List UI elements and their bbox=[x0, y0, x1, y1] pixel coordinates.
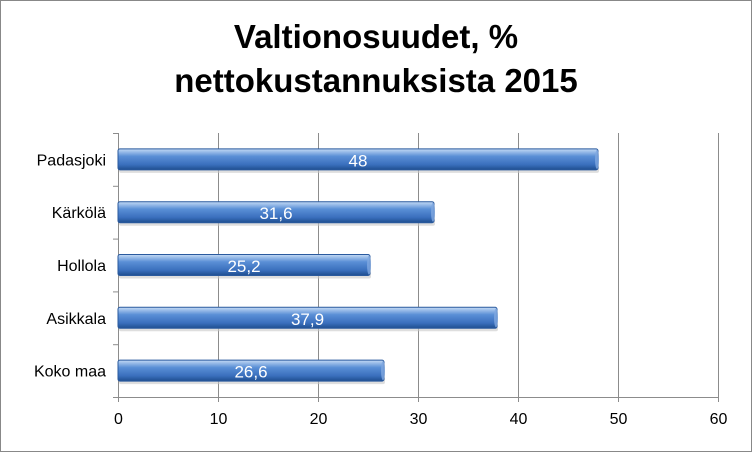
x-tick-label: 30 bbox=[410, 411, 428, 428]
data-label: 37,9 bbox=[291, 310, 324, 329]
labels: 0 10 20 30 40 50 60 Padasjoki 48 Kärkölä 31,6 Hollo… bbox=[34, 151, 728, 428]
category-label: Padasjoki bbox=[37, 152, 106, 169]
bars bbox=[117, 148, 599, 385]
x-tick-label: 40 bbox=[510, 411, 528, 428]
category-label: Koko maa bbox=[34, 364, 106, 381]
x-tick-label: 0 bbox=[114, 411, 123, 428]
chart-title: Valtionosuudet, % nettokustannuksista 20… bbox=[1, 15, 751, 103]
x-tick-label: 20 bbox=[310, 411, 328, 428]
chart-title-line-1: Valtionosuudet, % bbox=[233, 18, 519, 55]
x-tick-label: 50 bbox=[610, 411, 628, 428]
x-tick-label: 10 bbox=[210, 411, 228, 428]
bar-end-cap bbox=[595, 149, 599, 169]
chart-title-line-2: nettokustannuksista 2015 bbox=[174, 62, 578, 99]
category-label: Asikkala bbox=[46, 311, 106, 328]
data-label: 48 bbox=[349, 151, 368, 170]
data-label: 26,6 bbox=[234, 363, 267, 382]
category-label: Hollola bbox=[57, 258, 106, 275]
bar-end-cap bbox=[431, 202, 435, 222]
data-label: 31,6 bbox=[259, 204, 292, 223]
bar-end-cap bbox=[381, 361, 385, 381]
x-tick-label: 60 bbox=[710, 411, 728, 428]
data-label: 25,2 bbox=[227, 257, 260, 276]
bar-end-cap bbox=[367, 255, 371, 275]
category-label: Kärkölä bbox=[52, 205, 106, 222]
bar-end-cap bbox=[494, 308, 498, 328]
